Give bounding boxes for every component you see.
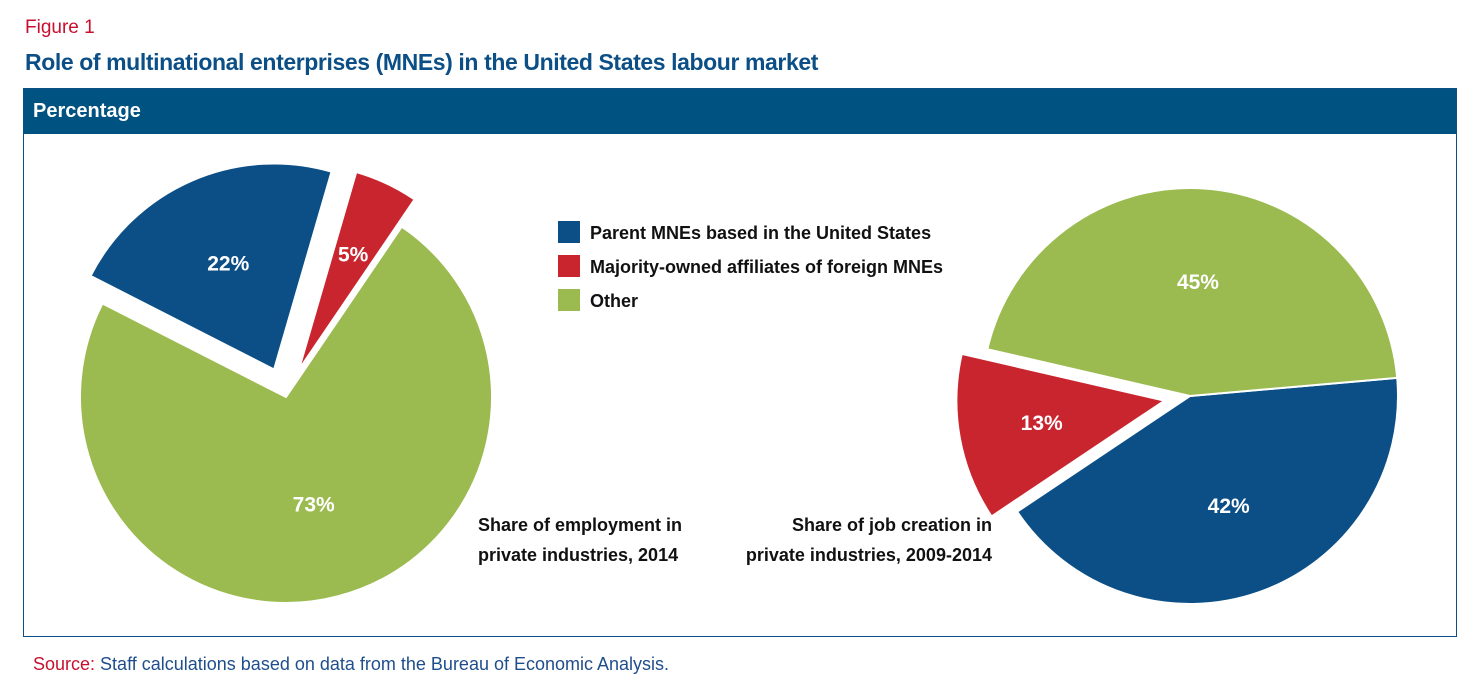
- legend-label-majority-owned-affiliates-of-foreign-mnes: Majority-owned affiliates of foreign MNE…: [590, 257, 943, 277]
- legend-label-other: Other: [590, 291, 638, 311]
- pie-chart-1: 22% 5% 73% Share of employment in private in…: [79, 162, 682, 604]
- figure-label: Figure 1: [25, 17, 95, 38]
- pie1-slice-other: [79, 225, 493, 604]
- pie-chart-2: 42% 13% 45% Share of job creation in private…: [746, 187, 1399, 605]
- pie2-caption-line-1: Share of job creation in: [792, 515, 992, 535]
- pie2-caption-line-2: private industries, 2009-2014: [746, 545, 992, 565]
- pie1-caption-line-1: Share of employment in: [478, 515, 682, 535]
- panel-header: Percentage: [24, 89, 1456, 134]
- pie1-slice-majority-owned-affiliates-of-foreign-mnes: [297, 170, 416, 371]
- legend-swatch-majority-owned-affiliates-of-foreign-mnes: [558, 255, 580, 277]
- pie2-slice-other: [986, 187, 1399, 398]
- legend-label-parent-mnes-based-in-the-united-states: Parent MNEs based in the United States: [590, 223, 931, 243]
- source-prefix: Source:: [33, 654, 96, 674]
- legend: Parent MNEs based in the United States Ma…: [558, 221, 943, 311]
- pie1-label-majority-owned-affiliates-of-foreign-mnes: 5%: [338, 243, 369, 266]
- pie1-label-other: 73%: [293, 494, 335, 517]
- panel-header-label: Percentage: [33, 100, 141, 122]
- pie1-slice-parent-mnes-based-in-the-united-states: [89, 162, 333, 371]
- pie2-slice-parent-mnes-based-in-the-united-states: [1015, 376, 1399, 605]
- legend-swatch-parent-mnes-based-in-the-united-states: [558, 221, 580, 243]
- source-text: Staff calculations based on data from th…: [95, 654, 670, 674]
- chart-panel: Percentage: [23, 88, 1457, 637]
- pie1-label-parent-mnes-based-in-the-united-states: 22%: [207, 253, 249, 276]
- pie2-label-parent-mnes-based-in-the-united-states: 42%: [1208, 495, 1250, 518]
- pie2-label-other: 45%: [1177, 271, 1219, 294]
- pie2-label-majority-owned-affiliates-of-foreign-mnes: 13%: [1021, 412, 1063, 435]
- pie1-caption-line-2: private industries, 2014: [478, 545, 678, 565]
- chart-title: Role of multinational enterprises (MNEs)…: [25, 49, 819, 75]
- pie2-slice-majority-owned-affiliates-of-foreign-mnes: [955, 352, 1167, 518]
- legend-swatch-other: [558, 289, 580, 311]
- source-note: Source: Staff calculations based on data…: [33, 654, 669, 675]
